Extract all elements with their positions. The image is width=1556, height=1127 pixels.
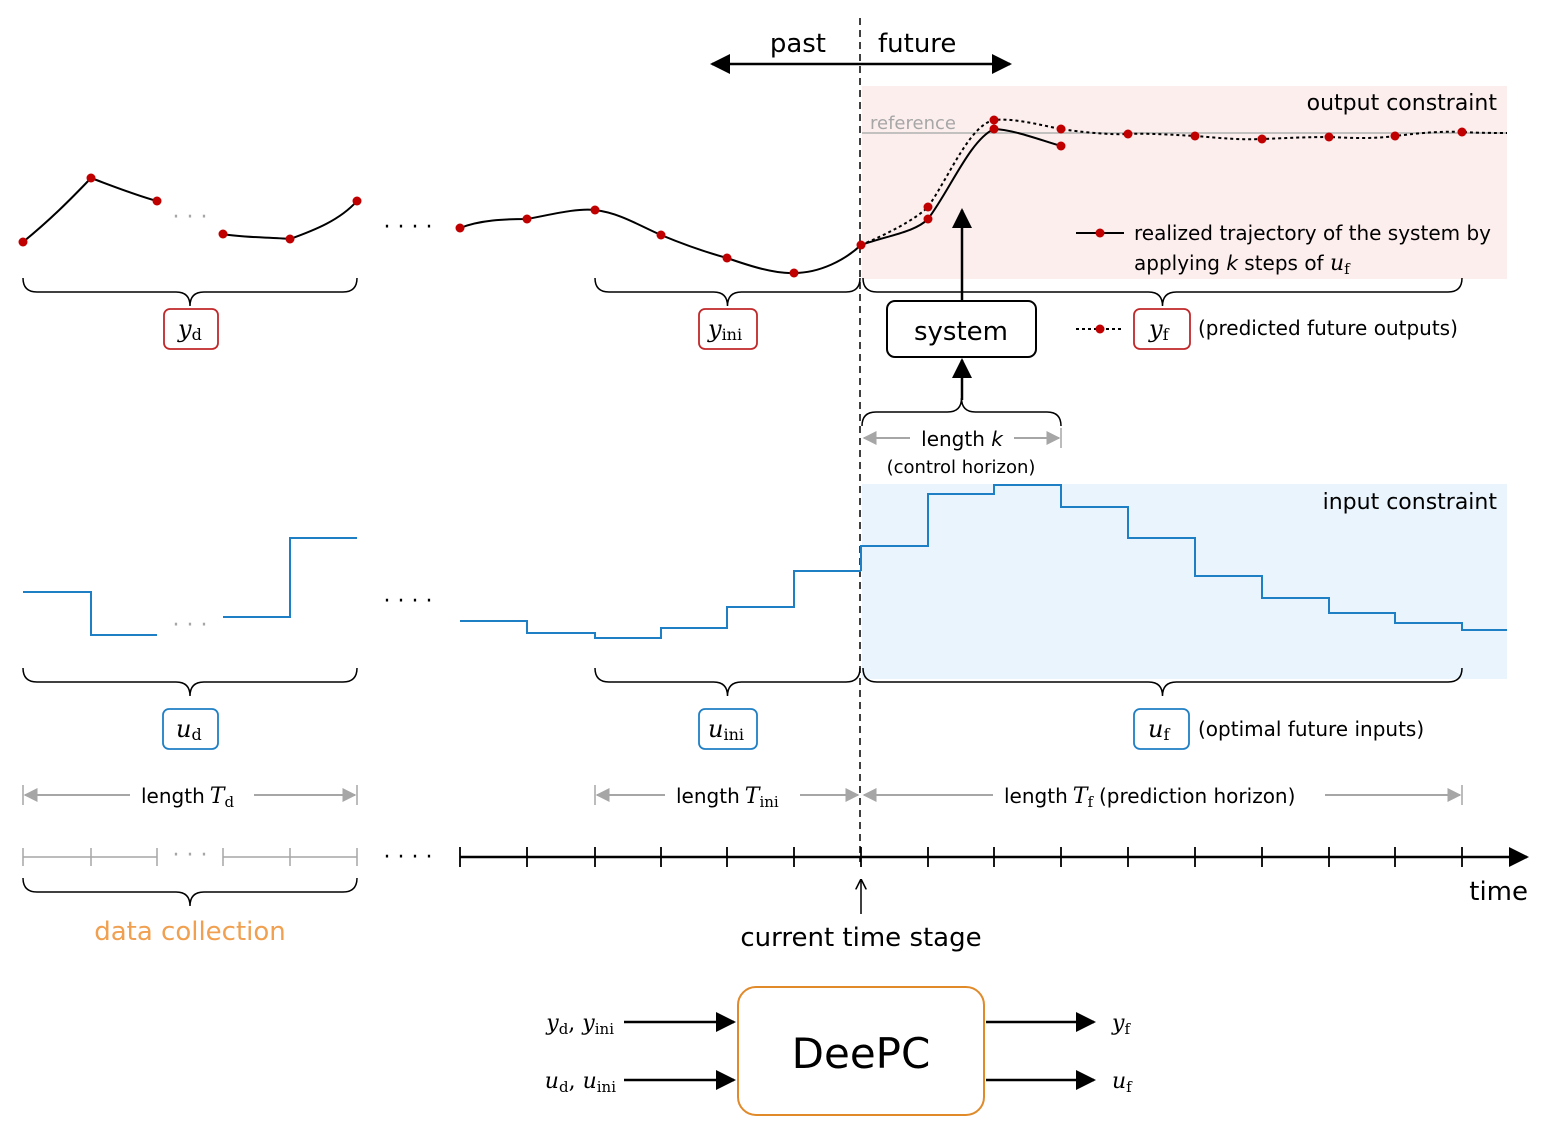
sample-point [590,205,600,215]
label-u-f: uf [1133,708,1190,750]
control-horizon-note: (control horizon) [887,457,1036,478]
output-ini-trajectory [459,208,862,275]
sample-point [1390,131,1400,141]
input-data-signal [23,537,357,636]
brace-y-f [862,277,1463,307]
label-y-f: yf [1133,308,1191,350]
length-T-d: length Td [22,784,358,811]
label-u-ini: uini [698,708,758,750]
label-y-d: yd [163,308,219,350]
label-u-d: ud [162,708,219,750]
legend-predicted-dot [1095,324,1105,334]
brace-y-ini [594,277,861,307]
brace-u-d [22,667,358,697]
time-axis-label: time [1469,877,1528,907]
deepc-title: DeePC [792,1029,931,1078]
sample-point [86,173,96,183]
data-time-axis [22,848,358,866]
sample-point [1324,132,1334,142]
input-future-signal [860,484,1507,631]
reference-label: reference [870,113,956,134]
gap-dots-axis-data: · · · [173,843,208,868]
legend-realized-line1: realized trajectory of the system by [1134,221,1491,245]
input-ini-signal [460,570,861,639]
gap-dots-input-data: · · · [173,613,208,638]
label-y-ini: yini [698,308,758,350]
main-time-axis-ticks [459,847,1463,867]
output-constraint-label: output constraint [1307,91,1498,116]
svg-text:yd, yini: yd, yini [545,1011,614,1038]
legend-predicted-text: (predicted future outputs) [1198,316,1458,340]
svg-text:yd: yd [177,315,202,344]
sample-point [722,253,732,263]
svg-text:ud: ud [176,715,202,744]
output-realized-future [860,127,1062,246]
sample-point [1257,134,1267,144]
brace-u-ini [594,667,861,697]
svg-text:uf: uf [1112,1069,1133,1096]
svg-text:length Tini: length Tini [676,784,779,811]
svg-text:uini: uini [708,715,744,744]
data-collection-label: data collection [94,917,286,947]
svg-text:yini: yini [707,315,742,344]
svg-text:yf: yf [1111,1011,1131,1038]
past-label: past [770,29,826,59]
length-T-ini: length Tini [594,784,860,811]
svg-text:uf: uf [1148,715,1170,744]
deepc-output-1: yf [986,1011,1131,1038]
length-T-f: length Tf (prediction horizon) [862,784,1463,811]
input-constraint-label: input constraint [1323,490,1498,515]
deepc-block [737,986,985,1116]
output-sample-points [18,115,1467,278]
sample-point [455,223,465,233]
sample-point [856,240,866,250]
sample-point [789,268,799,278]
sample-point [352,196,362,206]
brace-u-f [862,667,1463,697]
gap-dots-output-data: · · · [173,205,208,230]
sample-point [152,196,162,206]
input-constraint-region [862,484,1507,679]
future-label: future [878,29,956,59]
sample-point [923,214,933,224]
brace-group [22,277,1463,907]
sample-point [218,229,228,239]
sample-point [18,237,28,247]
sample-point [1056,141,1066,151]
gap-dots-input-main: · · · · [384,589,433,614]
svg-text:length Td: length Td [141,784,234,811]
brace-control-horizon [861,397,1062,427]
u-f-note: (optimal future inputs) [1198,717,1424,741]
legend-realized-line2: applying k steps of uf [1134,251,1351,278]
gap-dots-output-main: · · · · [384,215,433,240]
output-predicted-future [860,118,1508,246]
output-constraint-region [862,86,1507,279]
sample-point [1123,129,1133,139]
deepc-output-2: uf [986,1069,1133,1096]
sample-point [1190,131,1200,141]
system-label: system [914,317,1008,347]
sample-point [1056,124,1066,134]
svg-text:length Tf(prediction horizon): length Tf (prediction horizon) [1004,784,1295,811]
sample-point [285,234,295,244]
brace-data-collection [22,877,358,907]
sample-point [656,230,666,240]
svg-text:ud, uini: ud, uini [545,1069,616,1096]
sample-point [989,115,999,125]
deepc-input-1: yd, yini [545,1011,736,1038]
sample-point [522,214,532,224]
deepc-input-2: ud, uini [545,1069,736,1096]
sample-point [1457,127,1467,137]
system-block [886,300,1037,358]
current-time-label: current time stage [740,923,981,953]
svg-text:yf: yf [1148,315,1170,344]
brace-y-d [22,277,358,307]
sample-point [989,124,999,134]
sample-point [923,202,933,212]
control-horizon-length: length k [921,427,1004,451]
gap-dots-axis-main: · · · · [384,845,433,870]
legend-realized-dot [1095,228,1105,238]
